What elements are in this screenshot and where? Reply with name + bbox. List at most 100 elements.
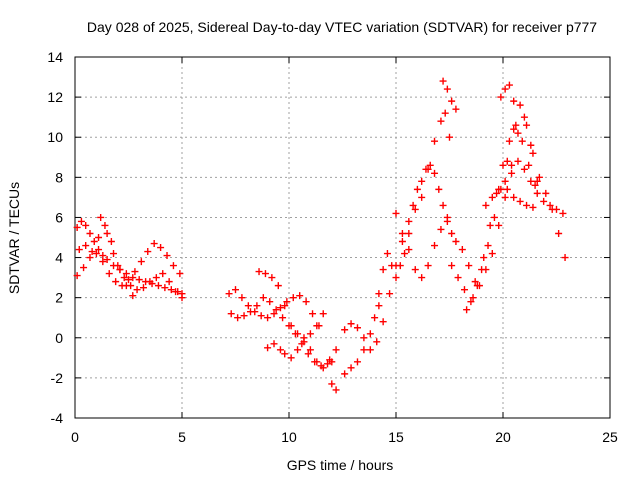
data-point: [332, 386, 340, 394]
data-point: [302, 298, 310, 306]
data-point: [82, 242, 90, 250]
series-track-l: [341, 109, 453, 354]
y-tick-label: 6: [55, 209, 63, 225]
data-point: [525, 161, 533, 169]
data-point: [255, 268, 263, 276]
data-point: [411, 205, 419, 213]
y-tick-label: -2: [51, 370, 64, 386]
data-point: [448, 229, 456, 237]
x-tick-label: 25: [602, 429, 618, 445]
data-point: [227, 310, 235, 318]
data-point: [347, 320, 355, 328]
data-point: [266, 298, 274, 306]
data-point: [503, 157, 511, 165]
y-tick-label: -4: [51, 410, 64, 426]
data-point: [488, 193, 496, 201]
data-point: [486, 221, 494, 229]
data-point: [347, 364, 355, 372]
data-point: [176, 270, 184, 278]
data-point: [559, 209, 567, 217]
series-track-t: [503, 185, 537, 211]
series-track-d: [97, 213, 137, 300]
data-point: [86, 254, 94, 262]
x-axis: 0 5 10 15 20 25: [71, 57, 618, 445]
data-point: [501, 85, 509, 93]
data-point: [405, 229, 413, 237]
data-point: [501, 193, 509, 201]
data-point: [75, 246, 83, 254]
data-point: [86, 229, 94, 237]
data-point: [375, 302, 383, 310]
data-point: [232, 286, 239, 294]
y-tick-label: 8: [55, 169, 63, 185]
data-point: [283, 298, 291, 306]
data-point: [366, 346, 374, 354]
data-point: [520, 113, 528, 121]
data-point: [401, 250, 409, 258]
data-point: [512, 121, 520, 129]
data-point: [431, 169, 439, 177]
data-point: [178, 294, 186, 302]
data-point: [439, 77, 447, 85]
data-point: [270, 310, 278, 318]
data-point: [392, 262, 400, 270]
series-track-a: [73, 217, 186, 298]
data-point: [437, 225, 445, 233]
data-point: [523, 121, 531, 129]
data-point: [469, 294, 477, 302]
data-point: [261, 270, 269, 278]
data-point: [383, 250, 391, 258]
data-point: [225, 290, 233, 298]
y-axis: -4 -2 0 2 4 6 8 10 12 14: [47, 49, 610, 426]
data-point: [152, 274, 160, 282]
data-point: [441, 109, 449, 117]
data-point: [508, 161, 516, 169]
series-track-q: [463, 113, 541, 314]
data-point: [73, 272, 81, 280]
data-point: [458, 246, 466, 254]
data-point: [103, 229, 111, 237]
data-point: [296, 292, 304, 300]
data-point: [172, 288, 180, 296]
data-point: [159, 270, 167, 278]
x-tick-label: 20: [495, 429, 511, 445]
x-tick-label: 0: [71, 429, 79, 445]
data-point: [294, 346, 302, 354]
data-point: [505, 137, 513, 145]
series-track-m: [392, 209, 451, 282]
data-point: [405, 246, 413, 254]
data-point: [448, 262, 456, 270]
data-point: [116, 266, 124, 274]
series-track-c: [75, 221, 186, 302]
data-point: [161, 284, 169, 292]
data-point: [514, 157, 522, 165]
data-point: [253, 302, 261, 310]
series-track-g: [255, 268, 327, 342]
data-point: [163, 252, 171, 260]
data-point: [135, 276, 143, 284]
x-tick-label: 10: [281, 429, 297, 445]
data-point: [435, 185, 443, 193]
data-point: [533, 177, 541, 185]
data-point: [324, 360, 332, 368]
data-point: [379, 318, 387, 326]
y-tick-label: 4: [55, 250, 63, 266]
data-point: [122, 282, 130, 290]
series-track-h: [281, 338, 340, 372]
data-point: [475, 282, 483, 290]
data-point: [287, 322, 295, 330]
data-point: [154, 282, 162, 290]
data-point: [497, 93, 505, 101]
data-point: [460, 286, 468, 294]
data-point: [546, 201, 554, 209]
data-point: [490, 213, 498, 221]
data-point: [527, 141, 535, 149]
series-track-r: [482, 157, 567, 217]
plot-frame: [74, 56, 611, 419]
data-point: [103, 256, 111, 264]
data-point: [99, 252, 107, 260]
data-point: [443, 85, 451, 93]
data-point: [353, 324, 361, 332]
data-point: [418, 177, 426, 185]
data-point: [313, 322, 321, 330]
